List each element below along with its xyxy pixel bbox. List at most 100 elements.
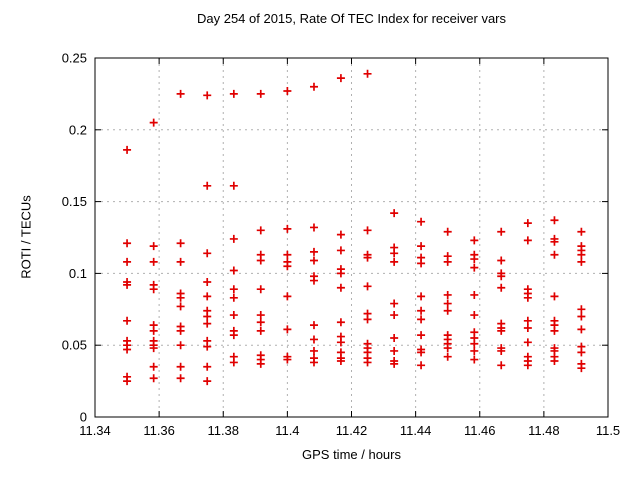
data-point-marker — [443, 344, 452, 353]
x-tick-label: 11.48 — [528, 423, 560, 438]
chart-title: Day 254 of 2015, Rate Of TEC Index for r… — [196, 11, 507, 26]
data-point-marker — [256, 285, 265, 294]
data-point-marker — [363, 315, 372, 324]
data-point-marker — [149, 362, 158, 371]
data-point-marker — [123, 280, 132, 289]
data-point-marker — [470, 339, 479, 348]
data-point-marker — [229, 234, 238, 243]
data-point-marker — [176, 341, 185, 350]
x-tick-label: 11.4 — [275, 423, 299, 438]
data-point-marker — [577, 325, 586, 334]
data-point-marker — [443, 299, 452, 308]
data-point-marker — [443, 227, 452, 236]
data-point-marker — [577, 364, 586, 373]
data-point-marker — [363, 226, 372, 235]
data-point-marker — [577, 312, 586, 321]
data-point-marker — [390, 209, 399, 218]
data-point-marker — [417, 242, 426, 251]
data-point-marker — [123, 377, 132, 386]
data-point-marker — [176, 239, 185, 248]
data-point-marker — [336, 269, 345, 278]
data-point-marker — [203, 377, 212, 386]
data-point-marker — [470, 263, 479, 272]
data-point-marker — [256, 359, 265, 368]
data-point-marker — [470, 255, 479, 264]
data-point-marker — [229, 266, 238, 275]
data-point-marker — [203, 292, 212, 301]
data-point-marker — [203, 181, 212, 190]
data-point-marker — [176, 326, 185, 335]
data-point-marker — [417, 361, 426, 370]
x-tick-label: 11.38 — [207, 423, 239, 438]
data-point-marker — [417, 348, 426, 357]
data-point-marker — [123, 345, 132, 354]
y-tick-label: 0.2 — [69, 122, 87, 137]
data-point-marker — [443, 290, 452, 299]
data-point-marker — [336, 230, 345, 239]
data-point-marker — [176, 374, 185, 383]
data-point-marker — [283, 87, 292, 96]
data-point-marker — [577, 250, 586, 259]
data-point-marker — [470, 290, 479, 299]
data-point-marker — [497, 227, 506, 236]
data-point-marker — [176, 257, 185, 266]
data-point-marker — [309, 321, 318, 330]
x-axis-label: GPS time / hours — [302, 447, 401, 462]
data-point-marker — [283, 355, 292, 364]
data-point-marker — [229, 293, 238, 302]
data-point-marker — [309, 256, 318, 265]
data-point-marker — [470, 346, 479, 355]
data-point-marker — [229, 358, 238, 367]
data-point-marker — [497, 346, 506, 355]
data-point-marker — [417, 306, 426, 315]
data-point-marker — [497, 361, 506, 370]
x-tick-label: 11.46 — [464, 423, 496, 438]
data-point-marker — [363, 253, 372, 262]
data-point-marker — [523, 236, 532, 245]
data-point-marker — [203, 342, 212, 351]
data-point-marker — [577, 227, 586, 236]
data-point-marker — [443, 257, 452, 266]
data-point-marker — [523, 323, 532, 332]
data-point-marker — [229, 331, 238, 340]
data-point-marker — [336, 74, 345, 83]
data-point-marker — [336, 246, 345, 255]
data-point-marker — [123, 316, 132, 325]
data-point-marker — [390, 359, 399, 368]
data-point-marker — [497, 326, 506, 335]
data-point-marker — [149, 285, 158, 294]
data-point-marker — [390, 257, 399, 266]
data-point-marker — [149, 326, 158, 335]
data-point-marker — [470, 355, 479, 364]
data-point-marker — [123, 257, 132, 266]
data-point-marker — [577, 257, 586, 266]
data-point-marker — [443, 352, 452, 361]
data-point-marker — [309, 346, 318, 355]
data-point-marker — [523, 316, 532, 325]
data-point-marker — [497, 272, 506, 281]
data-point-marker — [550, 216, 559, 225]
x-tick-label: 11.36 — [143, 423, 175, 438]
data-point-marker — [256, 256, 265, 265]
data-point-marker — [390, 334, 399, 343]
data-point-marker — [497, 283, 506, 292]
data-point-marker — [443, 306, 452, 315]
data-point-marker — [523, 219, 532, 228]
data-point-marker — [283, 224, 292, 233]
data-point-marker — [123, 239, 132, 248]
data-point-marker — [417, 217, 426, 226]
data-point-marker — [417, 259, 426, 268]
data-point-marker — [229, 181, 238, 190]
data-point-marker — [523, 293, 532, 302]
data-point-marker — [390, 346, 399, 355]
data-point-marker — [336, 318, 345, 327]
y-tick-label: 0.1 — [69, 266, 87, 281]
data-point-marker — [309, 276, 318, 285]
data-point-marker — [550, 292, 559, 301]
data-point-marker — [256, 318, 265, 327]
data-point-marker — [577, 305, 586, 314]
data-point-marker — [336, 283, 345, 292]
data-point-marker — [470, 236, 479, 245]
